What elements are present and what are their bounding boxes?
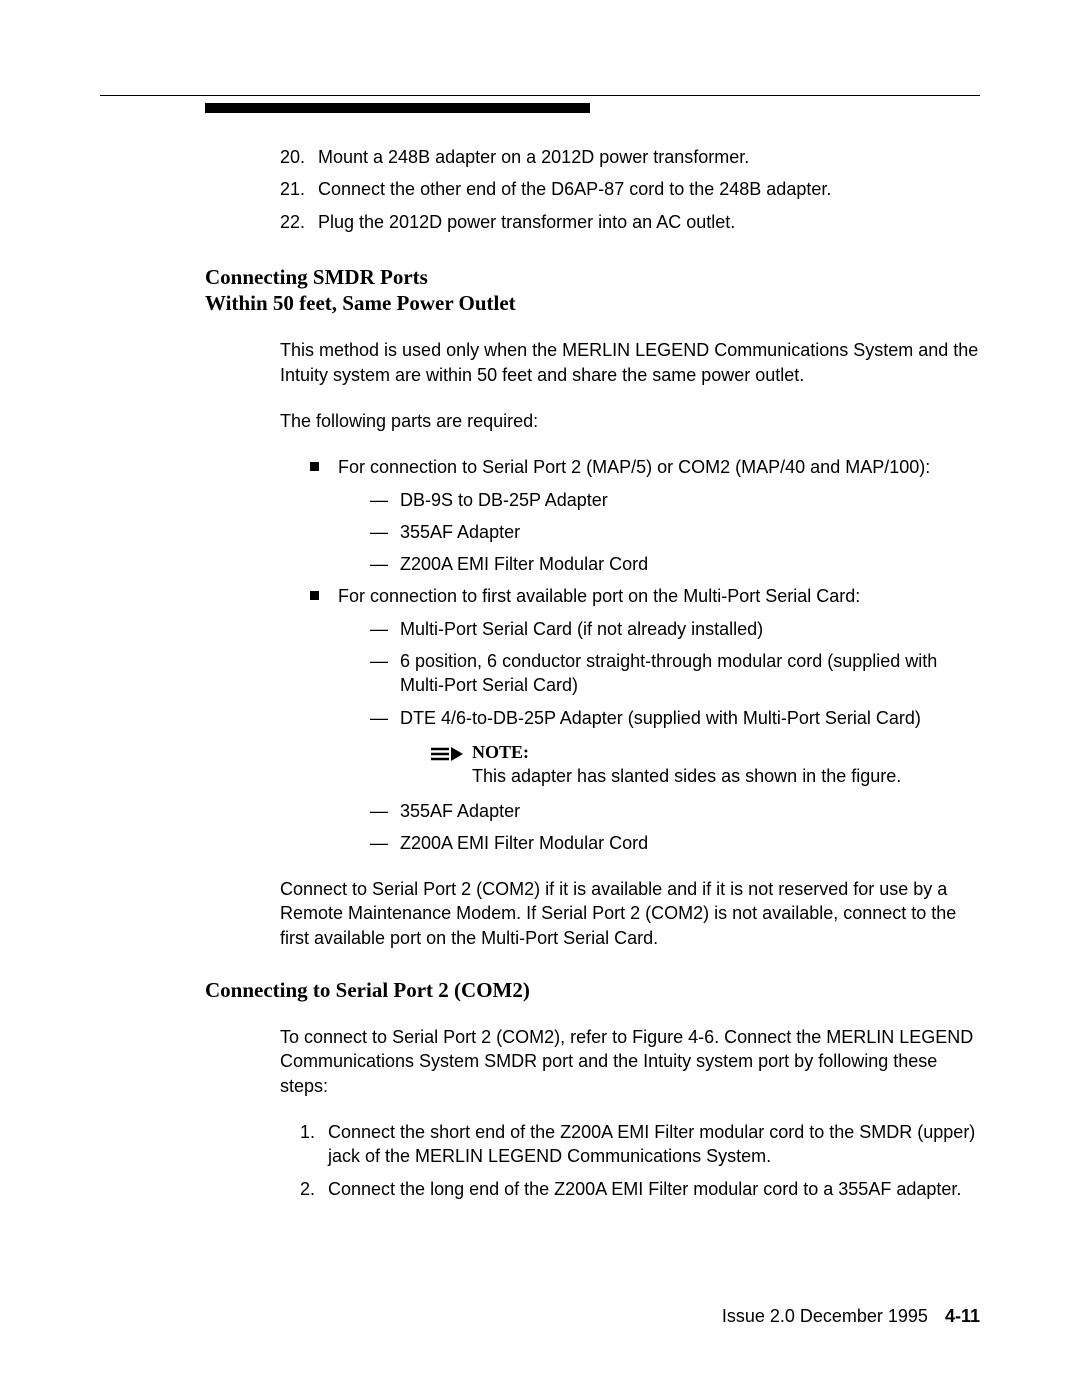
dash-text: Multi-Port Serial Card (if not already i… bbox=[400, 619, 763, 639]
dash-text: DB-9S to DB-25P Adapter bbox=[400, 490, 608, 510]
paragraph: The following parts are required: bbox=[280, 409, 980, 433]
section-body: This method is used only when the MERLIN… bbox=[280, 338, 980, 950]
dash-text: Z200A EMI Filter Modular Cord bbox=[400, 833, 648, 853]
list-item: 2. Connect the long end of the Z200A EMI… bbox=[300, 1177, 980, 1201]
item-text: Plug the 2012D power transformer into an… bbox=[318, 210, 980, 234]
dash-text: Z200A EMI Filter Modular Cord bbox=[400, 554, 648, 574]
section-heading: Connecting SMDR Ports Within 50 feet, Sa… bbox=[205, 264, 980, 317]
item-text: Connect the other end of the D6AP-87 cor… bbox=[318, 177, 980, 201]
page-content: 20. Mount a 248B adapter on a 2012D powe… bbox=[205, 145, 980, 1209]
footer-page-number: 4-11 bbox=[945, 1306, 980, 1326]
dash-item: Multi-Port Serial Card (if not already i… bbox=[370, 617, 980, 641]
header-rule-thick bbox=[205, 103, 590, 113]
footer-issue: Issue 2.0 December 1995 bbox=[722, 1306, 928, 1326]
dash-item: 6 position, 6 conductor straight-through… bbox=[370, 649, 980, 698]
item-text: Mount a 248B adapter on a 2012D power tr… bbox=[318, 145, 980, 169]
numbered-list-steps: 1. Connect the short end of the Z200A EM… bbox=[300, 1120, 980, 1201]
bullet-list: For connection to Serial Port 2 (MAP/5) … bbox=[310, 455, 980, 855]
heading-line-1: Connecting SMDR Ports bbox=[205, 264, 980, 290]
bullet-text: For connection to first available port o… bbox=[338, 586, 860, 606]
page: 20. Mount a 248B adapter on a 2012D powe… bbox=[0, 0, 1080, 1397]
heading-line-2: Within 50 feet, Same Power Outlet bbox=[205, 290, 980, 316]
subsection-heading: Connecting to Serial Port 2 (COM2) bbox=[205, 978, 980, 1003]
dash-item: 355AF Adapter bbox=[370, 799, 980, 823]
bullet-text: For connection to Serial Port 2 (MAP/5) … bbox=[338, 457, 930, 477]
note-icon bbox=[430, 744, 464, 760]
dash-text: DTE 4/6-to-DB-25P Adapter (supplied with… bbox=[400, 708, 921, 728]
list-item: 20. Mount a 248B adapter on a 2012D powe… bbox=[280, 145, 980, 169]
numbered-list-top: 20. Mount a 248B adapter on a 2012D powe… bbox=[280, 145, 980, 234]
item-text: Connect the short end of the Z200A EMI F… bbox=[328, 1120, 980, 1169]
item-number: 2. bbox=[300, 1177, 328, 1201]
note-label: NOTE: bbox=[472, 740, 529, 764]
note-block: NOTE: This adapter has slanted sides as … bbox=[430, 740, 980, 789]
item-text: Connect the long end of the Z200A EMI Fi… bbox=[328, 1177, 980, 1201]
item-number: 1. bbox=[300, 1120, 328, 1169]
dash-item: DB-9S to DB-25P Adapter bbox=[370, 488, 980, 512]
dash-item: Z200A EMI Filter Modular Cord bbox=[370, 552, 980, 576]
paragraph: This method is used only when the MERLIN… bbox=[280, 338, 980, 387]
item-number: 20. bbox=[280, 145, 318, 169]
dash-text: 355AF Adapter bbox=[400, 522, 520, 542]
list-item: 22. Plug the 2012D power transformer int… bbox=[280, 210, 980, 234]
dash-item: DTE 4/6-to-DB-25P Adapter (supplied with… bbox=[370, 706, 980, 789]
dash-text: 355AF Adapter bbox=[400, 801, 520, 821]
subsection-body: To connect to Serial Port 2 (COM2), refe… bbox=[280, 1025, 980, 1201]
dash-list: Multi-Port Serial Card (if not already i… bbox=[370, 617, 980, 855]
header-rule-thin bbox=[100, 95, 980, 96]
dash-list: DB-9S to DB-25P Adapter 355AF Adapter Z2… bbox=[370, 488, 980, 577]
list-item: 21. Connect the other end of the D6AP-87… bbox=[280, 177, 980, 201]
note-text: This adapter has slanted sides as shown … bbox=[472, 764, 980, 788]
bullet-item: For connection to first available port o… bbox=[310, 584, 980, 855]
dash-item: Z200A EMI Filter Modular Cord bbox=[370, 831, 980, 855]
item-number: 22. bbox=[280, 210, 318, 234]
dash-item: 355AF Adapter bbox=[370, 520, 980, 544]
note-heading: NOTE: bbox=[430, 740, 980, 764]
item-number: 21. bbox=[280, 177, 318, 201]
paragraph: To connect to Serial Port 2 (COM2), refe… bbox=[280, 1025, 980, 1098]
list-item: 1. Connect the short end of the Z200A EM… bbox=[300, 1120, 980, 1169]
page-footer: Issue 2.0 December 1995 4-11 bbox=[722, 1306, 980, 1327]
bullet-item: For connection to Serial Port 2 (MAP/5) … bbox=[310, 455, 980, 576]
dash-text: 6 position, 6 conductor straight-through… bbox=[400, 651, 937, 695]
paragraph: Connect to Serial Port 2 (COM2) if it is… bbox=[280, 877, 980, 950]
